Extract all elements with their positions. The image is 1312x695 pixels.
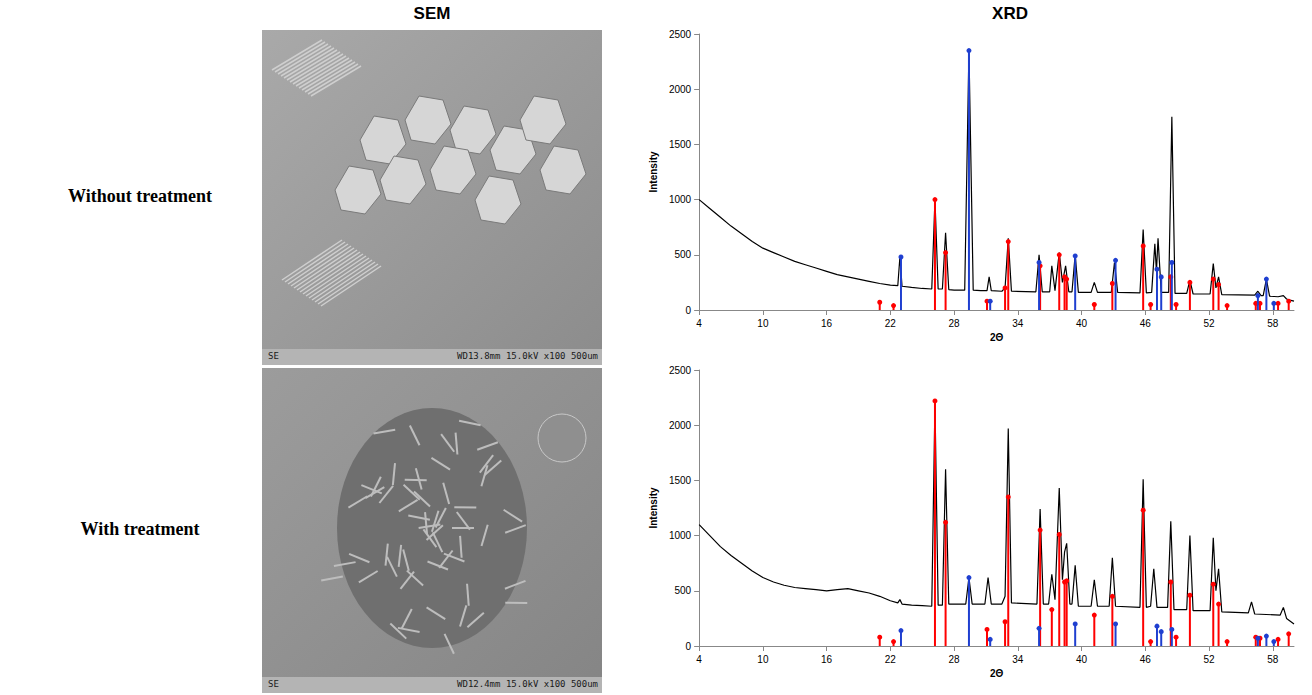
svg-text:16: 16: [821, 654, 833, 665]
svg-text:2000: 2000: [669, 420, 692, 431]
svg-text:500: 500: [674, 249, 691, 260]
svg-text:22: 22: [885, 654, 897, 665]
svg-text:10: 10: [757, 318, 769, 329]
svg-text:2Θ: 2Θ: [990, 332, 1004, 343]
svg-text:500: 500: [674, 585, 691, 596]
svg-text:58: 58: [1267, 654, 1279, 665]
svg-text:Intensity: Intensity: [648, 151, 659, 193]
svg-text:1000: 1000: [669, 194, 692, 205]
html-text:XRD: XRD: [992, 4, 1028, 23]
svg-text:34: 34: [1012, 318, 1024, 329]
svg-text:52: 52: [1203, 654, 1215, 665]
svg-text:22: 22: [885, 318, 897, 329]
html-text:SEM: SEM: [413, 4, 451, 23]
svg-text:28: 28: [949, 318, 961, 329]
svg-text:0: 0: [686, 641, 692, 652]
svg-text:4: 4: [696, 318, 702, 329]
html-text:SE: SE: [268, 679, 279, 689]
html-text:With treatment: With treatment: [80, 518, 200, 539]
svg-text:58: 58: [1267, 318, 1279, 329]
svg-text:16: 16: [821, 318, 833, 329]
html-text:Without treatment: Without treatment: [68, 185, 212, 206]
svg-text:1500: 1500: [669, 139, 692, 150]
html-text:SE: SE: [268, 351, 279, 361]
svg-text:34: 34: [1012, 654, 1024, 665]
svg-text:28: 28: [949, 654, 961, 665]
svg-text:52: 52: [1203, 318, 1215, 329]
svg-text:46: 46: [1140, 654, 1152, 665]
svg-text:Intensity: Intensity: [648, 487, 659, 529]
svg-text:0: 0: [686, 305, 692, 316]
html-text:WD12.4mm 15.0kV x100 500um: WD12.4mm 15.0kV x100 500um: [457, 679, 598, 689]
svg-text:1500: 1500: [669, 475, 692, 486]
svg-text:2Θ: 2Θ: [990, 668, 1004, 679]
svg-text:4: 4: [696, 654, 702, 665]
svg-text:1000: 1000: [669, 530, 692, 541]
svg-text:2500: 2500: [669, 365, 692, 376]
svg-text:40: 40: [1076, 318, 1088, 329]
html-text:WD13.8mm 15.0kV x100 500um: WD13.8mm 15.0kV x100 500um: [457, 351, 598, 361]
svg-text:40: 40: [1076, 654, 1088, 665]
svg-text:10: 10: [757, 654, 769, 665]
svg-text:2500: 2500: [669, 29, 692, 40]
svg-text:2000: 2000: [669, 84, 692, 95]
svg-text:46: 46: [1140, 318, 1152, 329]
